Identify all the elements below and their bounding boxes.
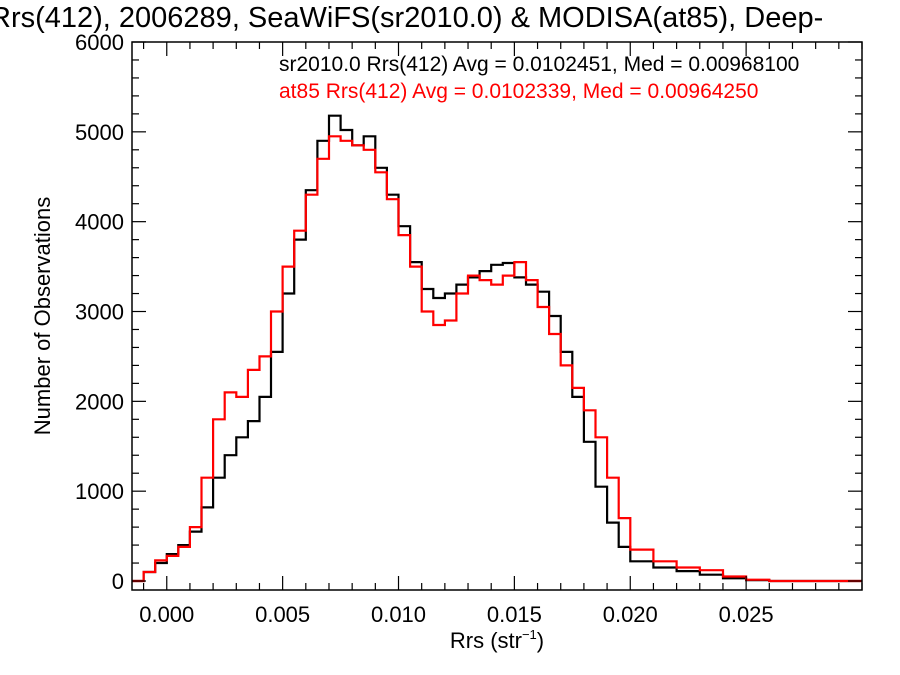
y-tick-label: 0 bbox=[112, 569, 124, 594]
legend-entry-1: sr2010.0 Rrs(412) Avg = 0.0102451, Med =… bbox=[279, 53, 799, 76]
x-tick-label: 0.010 bbox=[371, 602, 426, 627]
x-tick-label: 0.000 bbox=[139, 602, 194, 627]
y-tick-label: 6000 bbox=[75, 30, 124, 55]
x-tick-label: 0.015 bbox=[487, 602, 542, 627]
x-axis-title: Rrs (str−1) bbox=[450, 627, 544, 653]
x-tick-label: 0.020 bbox=[603, 602, 658, 627]
chart-title: Rrs(412), 2006289, SeaWiFS(sr2010.0) & M… bbox=[0, 2, 824, 34]
y-tick-label: 3000 bbox=[75, 300, 124, 325]
plot-frame bbox=[131, 41, 863, 591]
y-tick-label: 1000 bbox=[75, 479, 124, 504]
y-tick-label: 4000 bbox=[75, 210, 124, 235]
series-line-at85 bbox=[132, 135, 862, 583]
x-tick-label: 0.025 bbox=[719, 602, 774, 627]
x-tick-label: 0.005 bbox=[255, 602, 310, 627]
legend-entry-2: at85 Rrs(412) Avg = 0.0102339, Med = 0.0… bbox=[279, 80, 758, 103]
y-tick-label: 2000 bbox=[75, 389, 124, 414]
y-axis-title: Number of Observations bbox=[30, 197, 55, 435]
series-line-sr2010-0 bbox=[132, 114, 862, 583]
y-tick-label: 5000 bbox=[75, 120, 124, 145]
